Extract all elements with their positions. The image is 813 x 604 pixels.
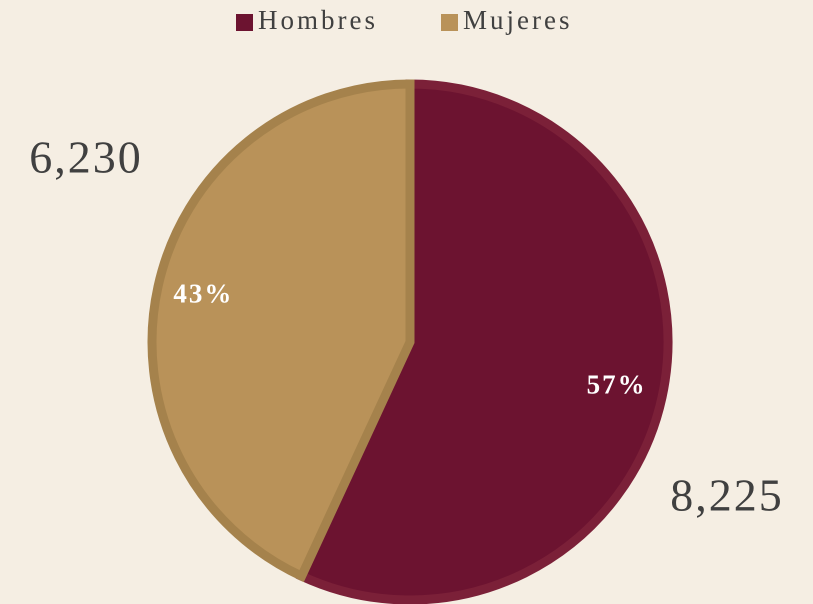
legend-swatch [236,14,253,31]
legend-label: Hombres [258,5,378,35]
legend-swatch [441,14,458,31]
pie-slice [295,79,673,604]
percentage-label: 57% [587,370,647,400]
legend-label: Mujeres [463,5,572,35]
value-label: 6,230 [29,132,143,183]
value-label: 8,225 [670,470,784,521]
percentage-label: 43% [173,279,233,309]
pie-slice [147,79,415,583]
